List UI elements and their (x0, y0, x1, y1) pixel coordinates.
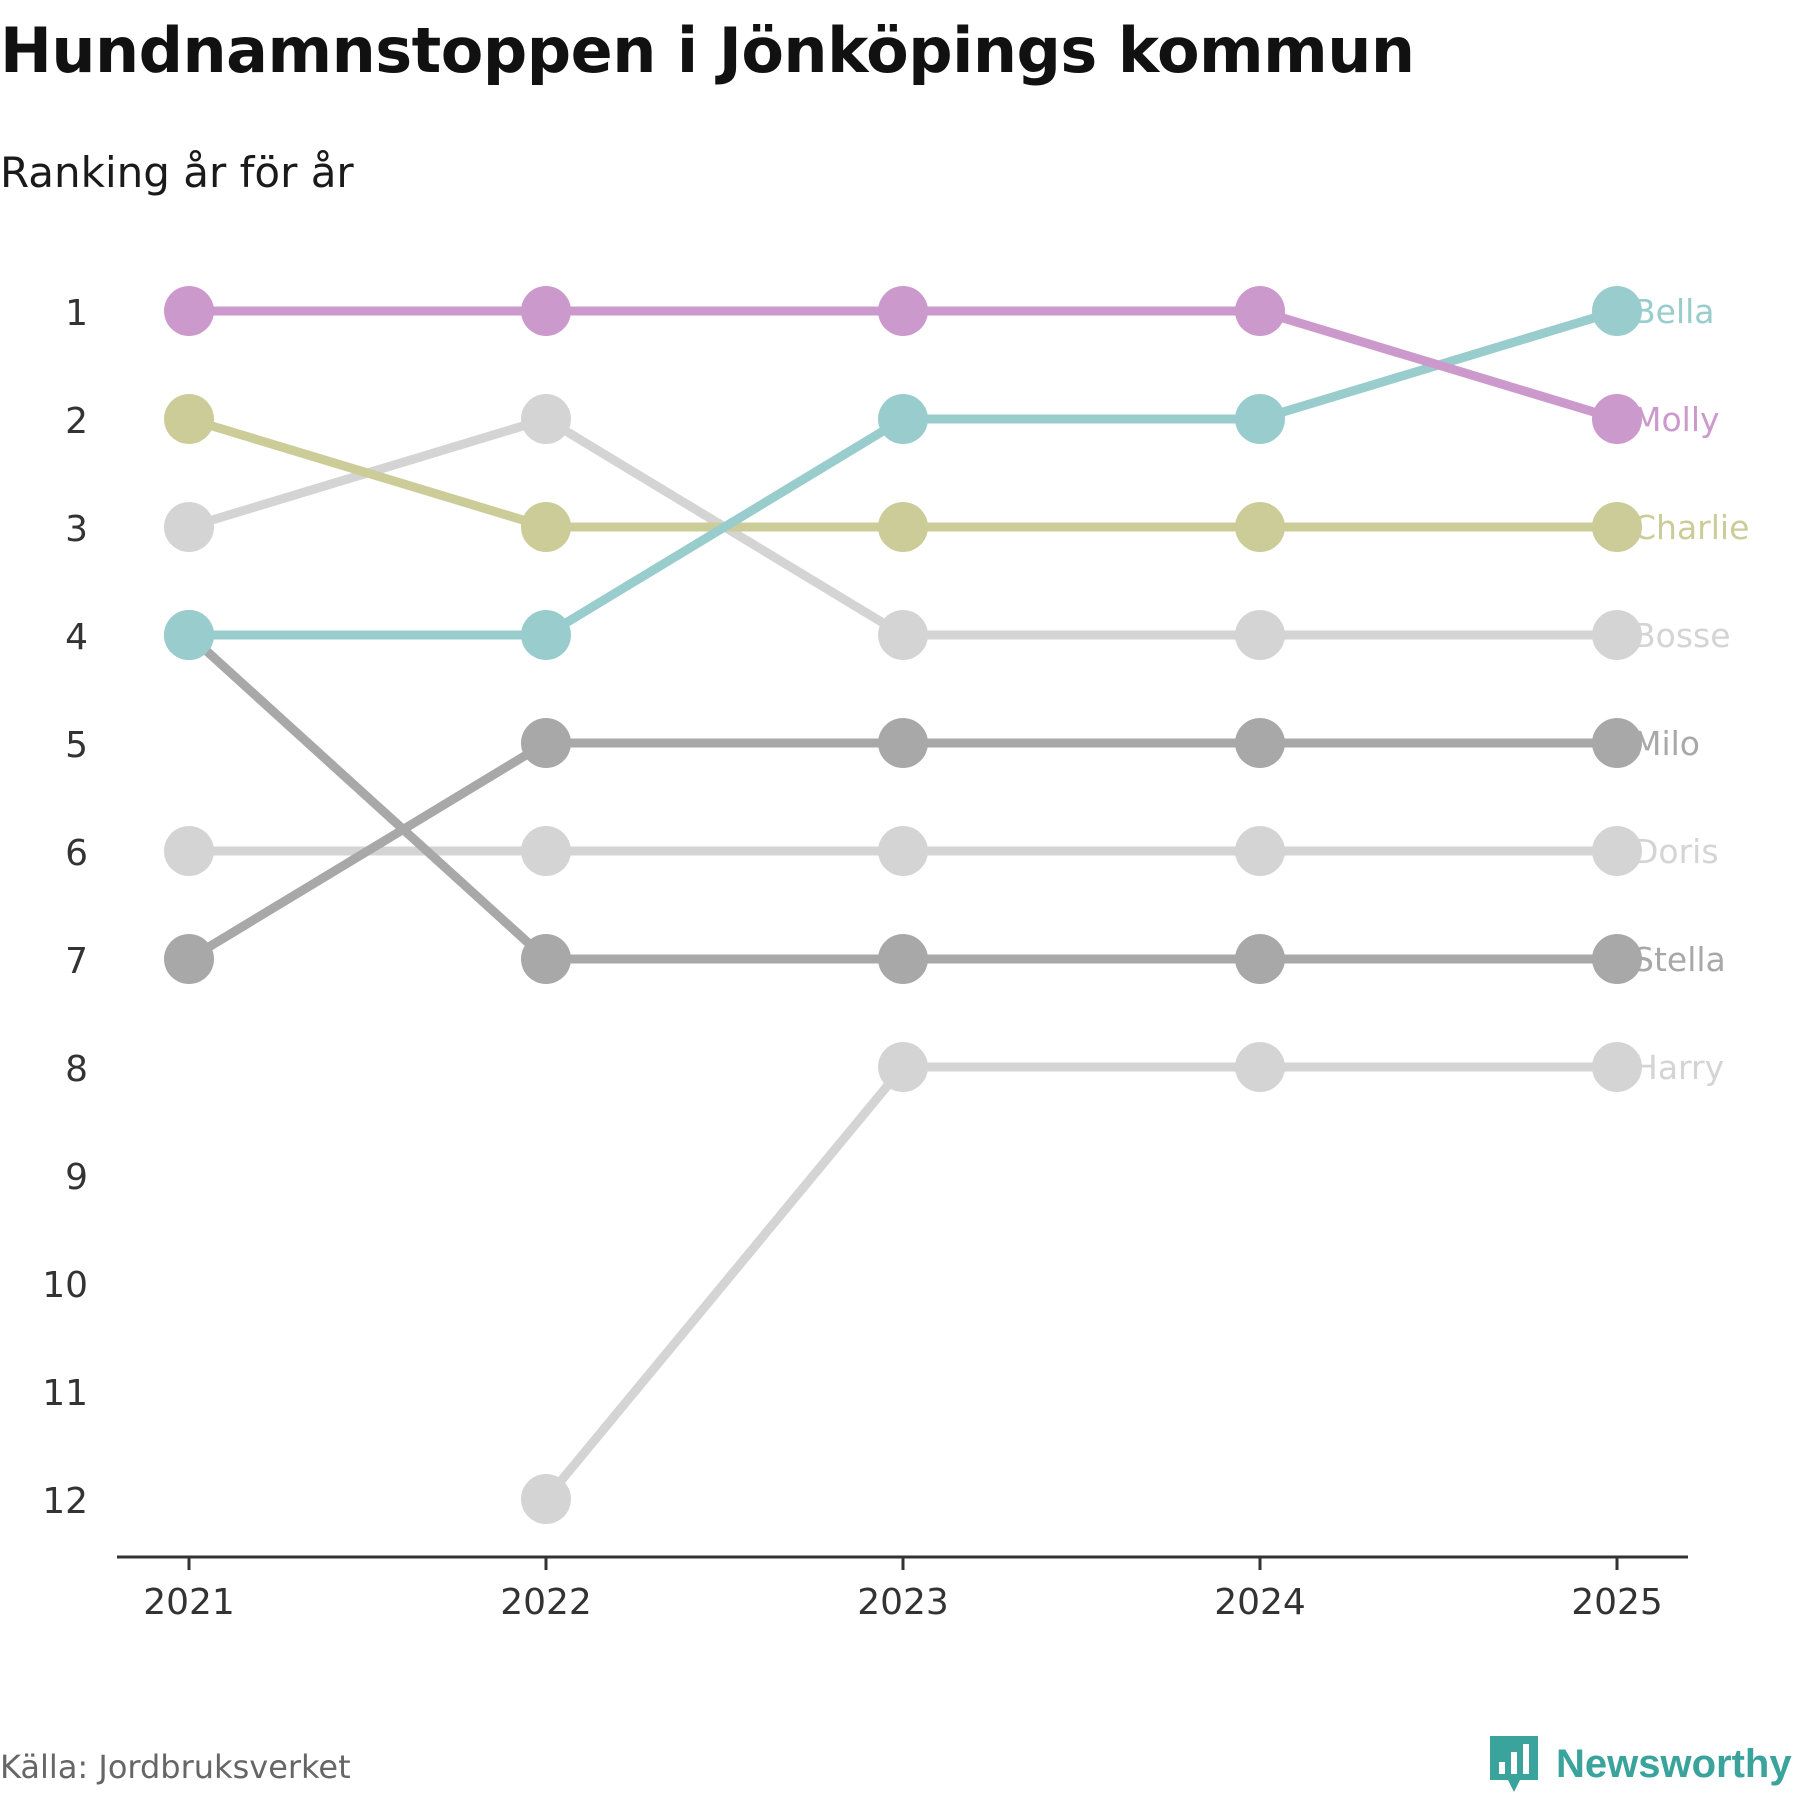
brand-name: Newsworthy (1556, 1741, 1792, 1786)
data-point-charlie (1235, 502, 1285, 552)
chart-title: Hundnamnstoppen i Jönköpings kommun (0, 14, 1415, 87)
series-charlie: Charlie (164, 394, 1749, 552)
data-point-charlie (521, 502, 571, 552)
data-point-doris (1235, 826, 1285, 876)
data-point-harry (1235, 1042, 1285, 1092)
data-point-bosse (1235, 610, 1285, 660)
series-end-label-bosse: Bosse (1633, 616, 1731, 655)
series-bella: Bella (164, 286, 1715, 660)
series-harry: Harry (521, 1042, 1724, 1524)
series-line-bella (184, 306, 1622, 640)
data-point-charlie (1592, 502, 1642, 552)
y-tick-label: 10 (42, 1265, 88, 1306)
data-point-stella (878, 934, 928, 984)
data-point-stella (1235, 934, 1285, 984)
y-tick-label: 1 (65, 293, 88, 334)
data-point-milo (1235, 718, 1285, 768)
series-end-label-milo: Milo (1633, 724, 1700, 763)
x-tick-label: 2023 (857, 1582, 949, 1623)
brand: Newsworthy (1488, 1734, 1792, 1794)
data-point-milo (878, 718, 928, 768)
data-point-bella (1235, 394, 1285, 444)
data-point-molly (521, 286, 571, 336)
y-tick-label: 11 (42, 1373, 88, 1414)
series-bosse: Bosse (164, 394, 1731, 660)
series-end-label-harry: Harry (1633, 1048, 1724, 1087)
series-end-label-doris: Doris (1633, 832, 1719, 871)
data-point-bosse (164, 502, 214, 552)
data-point-doris (878, 826, 928, 876)
series-stella: Stella (164, 610, 1726, 984)
data-point-molly (878, 286, 928, 336)
y-tick-label: 9 (65, 1157, 88, 1198)
data-point-bosse (1592, 610, 1642, 660)
y-tick-label: 7 (65, 941, 88, 982)
series-end-label-charlie: Charlie (1633, 508, 1749, 547)
data-point-doris (1592, 826, 1642, 876)
data-point-molly (1235, 286, 1285, 336)
chart-subtitle: Ranking år för år (0, 148, 354, 197)
y-tick-label: 8 (65, 1049, 88, 1090)
y-tick-label: 12 (42, 1481, 88, 1522)
data-point-harry (521, 1474, 571, 1524)
data-point-bella (164, 610, 214, 660)
x-tick-label: 2024 (1214, 1582, 1306, 1623)
x-tick-label: 2025 (1571, 1582, 1663, 1623)
data-point-molly (1592, 394, 1642, 444)
series-end-label-stella: Stella (1633, 940, 1726, 979)
data-point-bosse (521, 394, 571, 444)
series-milo: Milo (164, 718, 1700, 984)
newsworthy-logo-icon (1490, 1736, 1538, 1792)
data-point-stella (1592, 934, 1642, 984)
data-point-charlie (164, 394, 214, 444)
data-point-bosse (878, 610, 928, 660)
series-line-harry (541, 1062, 1622, 1504)
data-point-harry (1592, 1042, 1642, 1092)
series-end-label-molly: Molly (1633, 400, 1720, 439)
y-tick-label: 2 (65, 401, 88, 442)
x-tick-label: 2021 (143, 1582, 235, 1623)
y-tick-label: 5 (65, 725, 88, 766)
data-point-milo (1592, 718, 1642, 768)
y-tick-label: 6 (65, 833, 88, 874)
data-point-stella (521, 934, 571, 984)
data-point-molly (164, 286, 214, 336)
data-point-bella (878, 394, 928, 444)
series-molly: Molly (164, 286, 1720, 444)
data-point-bella (521, 610, 571, 660)
y-tick-label: 4 (65, 617, 88, 658)
data-point-milo (164, 934, 214, 984)
series-end-label-bella: Bella (1633, 292, 1715, 331)
y-tick-label: 3 (65, 509, 88, 550)
data-point-bella (1592, 286, 1642, 336)
data-point-doris (164, 826, 214, 876)
data-point-charlie (878, 502, 928, 552)
data-point-harry (878, 1042, 928, 1092)
series-line-stella (184, 630, 1622, 964)
source-note: Källa: Jordbruksverket (0, 1748, 351, 1786)
data-point-milo (521, 718, 571, 768)
data-point-doris (521, 826, 571, 876)
x-tick-label: 2022 (500, 1582, 592, 1623)
